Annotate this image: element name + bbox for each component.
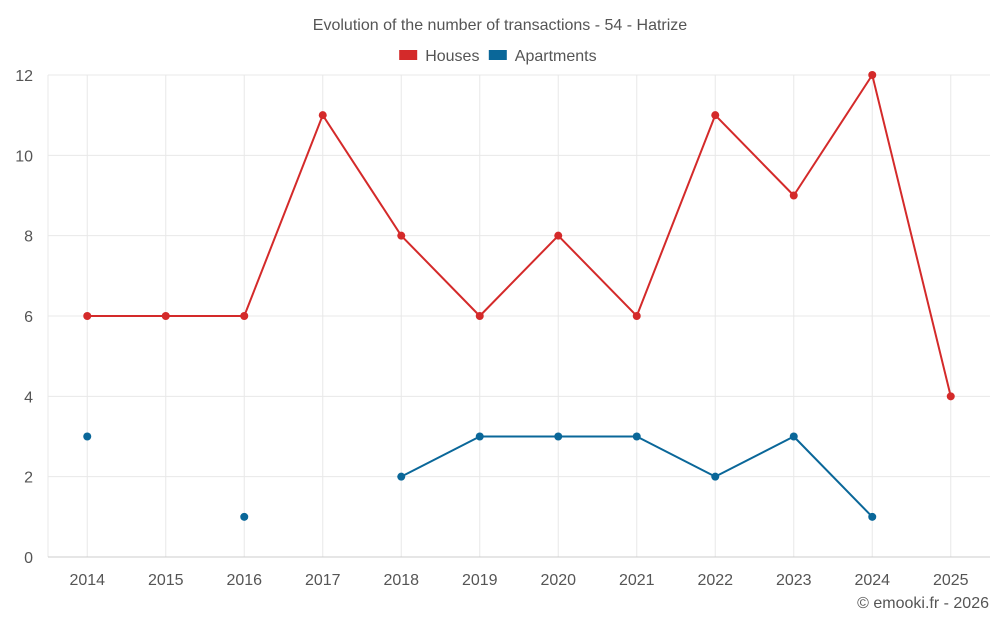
- apartments-line-segment: [635, 435, 717, 478]
- x-axis: 2014 2015 2016 2017 2018 2019 2020 2021 2022 2023…: [69, 572, 968, 589]
- x-tick-label: 2024: [854, 572, 890, 589]
- x-tick-label: 2016: [226, 572, 262, 589]
- x-tick-label: 2023: [776, 572, 812, 589]
- legend-item-houses: Houses: [399, 48, 479, 65]
- houses-legend-label: Houses: [425, 48, 479, 65]
- copyright-text: © emooki.fr - 2026: [857, 595, 989, 612]
- houses-point: [83, 312, 92, 320]
- apartments-line-segment: [400, 435, 481, 478]
- x-tick-label: 2018: [383, 572, 419, 589]
- y-tick-label: 0: [24, 550, 33, 567]
- houses-line-segment: [714, 114, 795, 197]
- chart-title: Evolution of the number of transactions …: [313, 17, 688, 34]
- y-tick-label: 10: [15, 148, 33, 165]
- houses-legend-swatch: [399, 50, 418, 60]
- x-tick-label: 2022: [697, 572, 733, 589]
- legend-item-apartments: Apartments: [488, 48, 597, 65]
- apartments-point: [868, 512, 877, 521]
- series-houses: [83, 71, 955, 401]
- x-tick-label: 2021: [619, 572, 655, 589]
- houses-point: [554, 231, 563, 240]
- houses-point: [475, 312, 484, 320]
- houses-point: [240, 312, 249, 320]
- apartments-point: [475, 432, 484, 441]
- apartments-point: [397, 472, 406, 481]
- apartments-point: [711, 472, 720, 481]
- x-tick-label: 2020: [540, 572, 576, 589]
- apartments-legend-label: Apartments: [515, 48, 597, 65]
- x-tick-label: 2014: [69, 572, 105, 589]
- houses-point: [868, 71, 877, 79]
- houses-point: [789, 191, 798, 200]
- y-tick-label: 2: [24, 470, 33, 487]
- x-tick-label: 2019: [462, 572, 498, 589]
- houses-point: [711, 111, 720, 120]
- apartments-legend-swatch: [488, 50, 507, 60]
- houses-line-segment: [243, 114, 324, 317]
- houses-line-segment: [871, 74, 952, 398]
- apartments-line-segment: [792, 435, 874, 518]
- apartments-point: [83, 432, 92, 441]
- legend: Houses Apartments: [399, 48, 597, 65]
- houses-point: [632, 312, 641, 320]
- y-tick-label: 12: [15, 68, 33, 85]
- series-group: [83, 71, 955, 521]
- houses-line-segment: [478, 234, 560, 317]
- y-tick-label: 6: [24, 309, 33, 326]
- houses-point: [946, 392, 955, 401]
- series-apartments: [83, 432, 877, 521]
- apartments-point: [789, 432, 798, 441]
- x-tick-label: 2017: [305, 572, 341, 589]
- houses-point: [161, 312, 170, 320]
- houses-line-segment: [635, 114, 717, 317]
- houses-point: [318, 111, 327, 120]
- houses-line-segment: [321, 114, 403, 237]
- x-tick-label: 2025: [933, 572, 969, 589]
- houses-line-segment: [792, 74, 874, 197]
- x-tick-label: 2015: [148, 572, 184, 589]
- y-axis: 0 2 4 6 8 10 12: [15, 68, 33, 567]
- y-tick-label: 8: [24, 229, 33, 246]
- apartments-point: [554, 432, 563, 441]
- houses-point: [397, 231, 406, 240]
- apartments-line-segment: [714, 435, 795, 478]
- apartments-point: [240, 512, 249, 521]
- apartments-point: [632, 432, 641, 441]
- houses-line-segment: [557, 234, 638, 317]
- houses-line-segment: [400, 234, 481, 317]
- y-tick-label: 4: [24, 389, 33, 406]
